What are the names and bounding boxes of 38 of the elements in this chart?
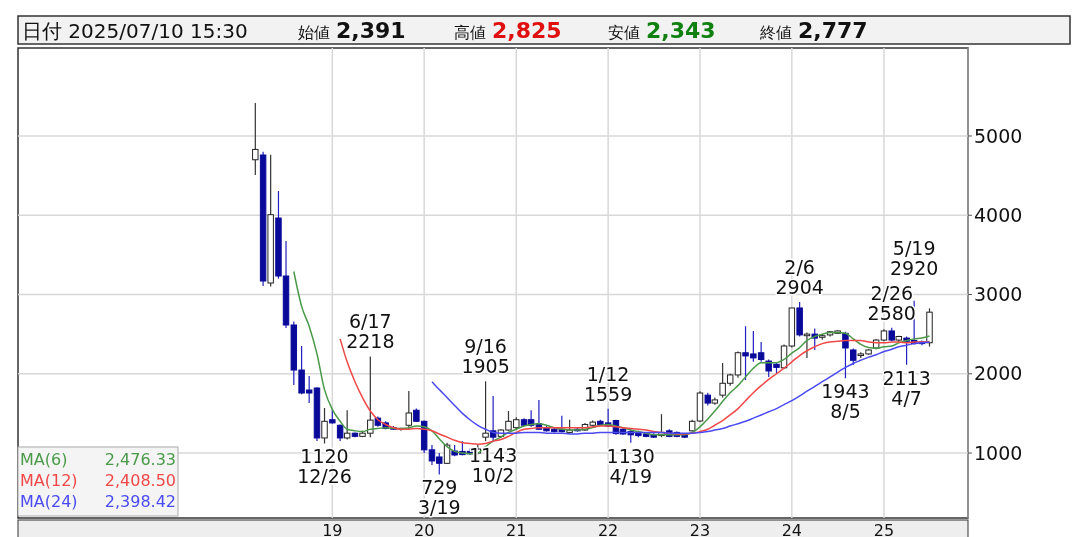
- annotation: 5/19 2920: [889, 236, 939, 279]
- x-tick-label: 20: [413, 521, 435, 537]
- text: 2,391: [336, 18, 406, 43]
- annotation: 2,476.33: [104, 450, 176, 469]
- text: MA(6): [20, 450, 68, 469]
- x-tick-label: 22: [597, 521, 619, 537]
- text: 安値: [608, 23, 640, 42]
- text: 高値: [454, 23, 486, 42]
- annotation: 729 3/19: [417, 476, 461, 519]
- annotation: 9/16 1905: [461, 335, 510, 378]
- x-tick-label: 19: [322, 521, 343, 537]
- text: 終値: [759, 23, 792, 42]
- text: MA(12): [20, 471, 78, 490]
- text: 2,343: [646, 18, 716, 43]
- annotation: 2,398.42: [104, 492, 176, 511]
- y-tick-label: 4000: [974, 203, 1023, 226]
- text: 2,825: [492, 18, 562, 43]
- text: MA(24): [20, 492, 78, 511]
- text: 2,777: [798, 18, 868, 43]
- x-tick-label: 25: [873, 521, 895, 537]
- annotation: 2113 4/7: [882, 366, 931, 409]
- y-tick-label: 5000: [974, 124, 1023, 147]
- x-tick-label: 23: [689, 521, 711, 537]
- text: 日付 2025/07/10 15:30: [22, 19, 248, 43]
- y-tick-label: 3000: [974, 283, 1023, 306]
- annotation: 2,408.50: [104, 471, 176, 490]
- annotation: 1/12 1559: [583, 362, 633, 405]
- text: 始値: [298, 23, 330, 42]
- x-tick-label: 21: [506, 521, 527, 537]
- x-tick-label: 24: [781, 521, 803, 537]
- annotation: 1120 12/26: [297, 445, 352, 488]
- annotation: 1943 8/5: [821, 380, 870, 423]
- annotation: 6/17 2218: [346, 310, 395, 353]
- annotation: 1130 4/19: [606, 444, 655, 487]
- y-tick-label: 2000: [974, 362, 1023, 385]
- annotation: 1143 10/2: [468, 443, 518, 486]
- y-tick-label: 1000: [974, 441, 1023, 464]
- annotation: 2/6 2904: [775, 256, 824, 299]
